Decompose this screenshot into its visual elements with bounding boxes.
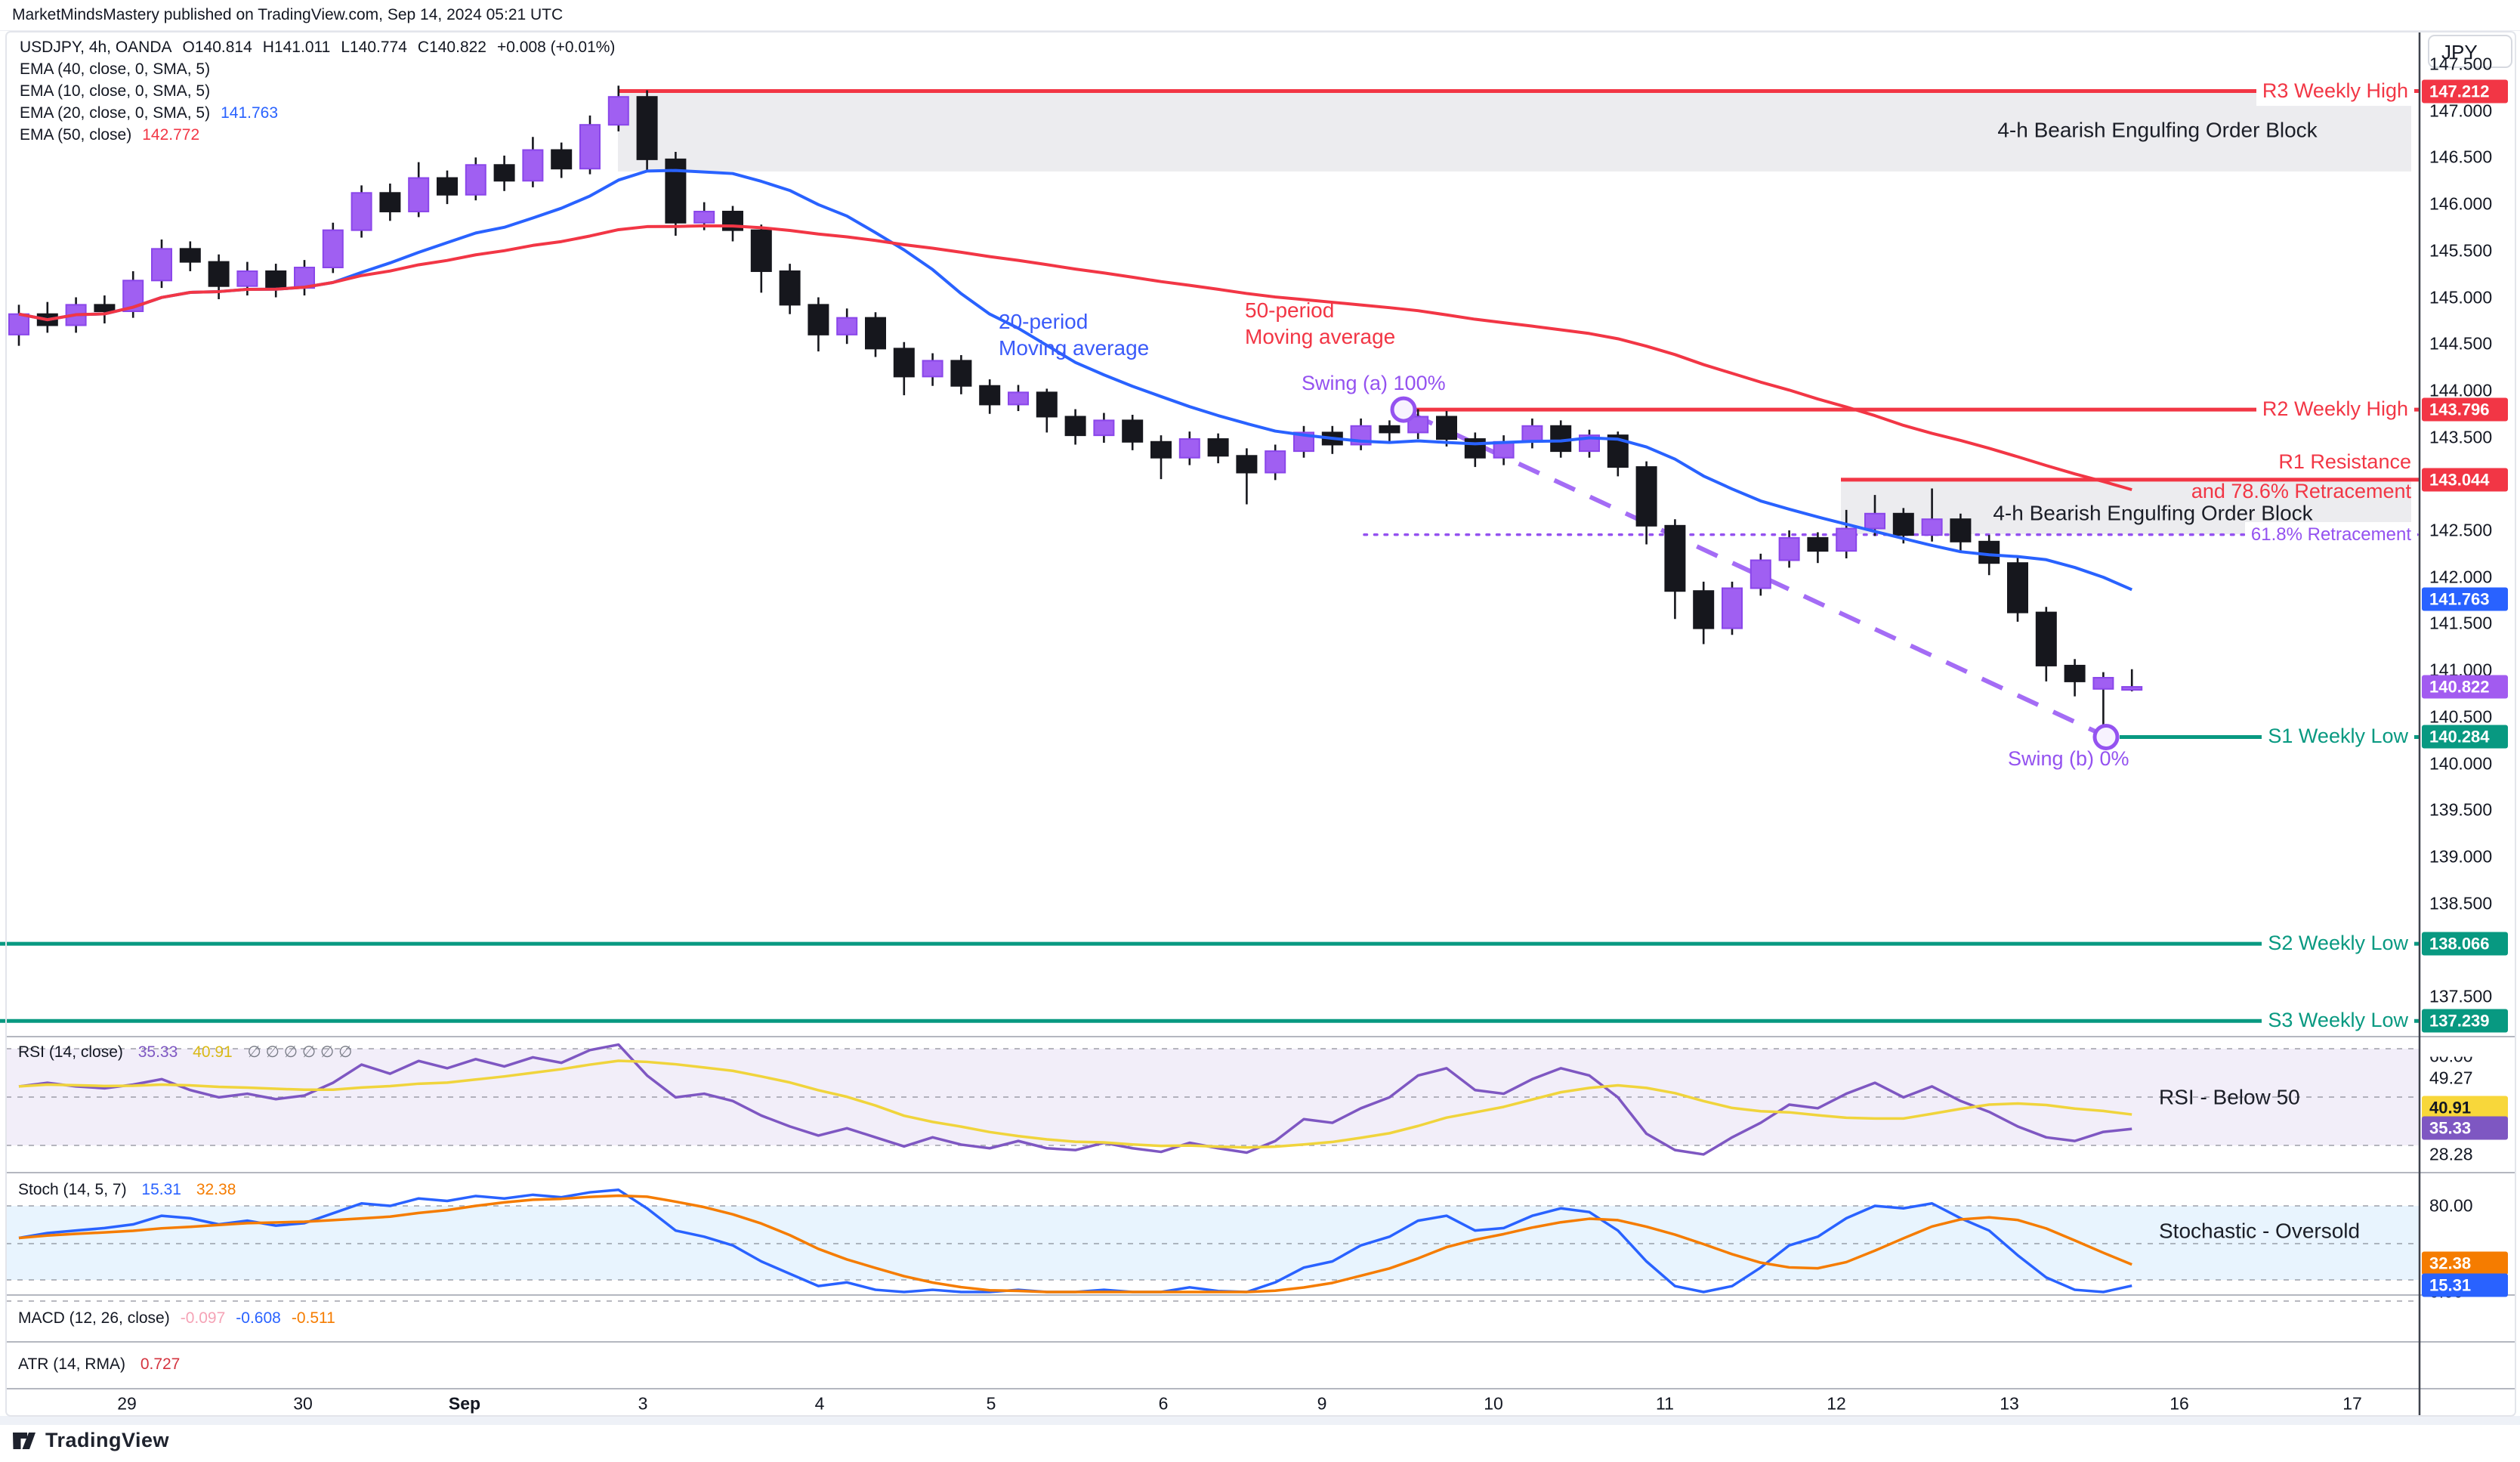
ohlc-low: L140.774 xyxy=(341,39,407,56)
tradingview-logo[interactable]: TradingView xyxy=(11,1426,169,1454)
macd-value: -0.511 xyxy=(291,1309,335,1327)
ema-label: EMA (20, close, 0, SMA, 5) xyxy=(20,104,211,122)
publish-bar: MarketMindsMastery published on TradingV… xyxy=(0,0,2520,31)
stoch-d-line xyxy=(18,1194,2132,1294)
ema-value: 141.763 xyxy=(221,104,279,122)
currency-label: JPY xyxy=(2428,35,2512,68)
ohlc-open: O140.814 xyxy=(182,39,252,56)
price-change: +0.008 (+0.01%) xyxy=(496,39,616,56)
publish-line: MarketMindsMastery published on TradingV… xyxy=(12,6,564,23)
bearish-order-block-1 xyxy=(618,91,2411,172)
rsi-ma-value: 40.91 xyxy=(193,1043,233,1061)
rsi-empty-values: ∅ ∅ ∅ ∅ ∅ ∅ xyxy=(247,1043,353,1061)
stoch-k-value: 15.31 xyxy=(141,1181,181,1198)
macd-values: -0.097 -0.608 -0.511 xyxy=(170,1309,335,1327)
symbol-title: USDJPY, 4h, OANDA xyxy=(20,39,172,56)
tradingview-logo-icon xyxy=(13,1433,36,1449)
rsi-legend-label: RSI (14, close) xyxy=(18,1043,123,1061)
chart-frame xyxy=(5,31,2516,1417)
ohlc-high: H141.011 xyxy=(262,39,331,56)
rsi-ma-line xyxy=(18,1059,2132,1149)
tradingview-logo-text: TradingView xyxy=(45,1428,170,1451)
ohlc-close: C140.822 xyxy=(417,39,486,56)
ema-label: EMA (40, close, 0, SMA, 5) xyxy=(20,60,211,78)
ema-legend-row[interactable]: EMA (40, close, 0, SMA, 5) xyxy=(20,58,615,80)
ema-legend-rows: EMA (40, close, 0, SMA, 5) EMA (10, close… xyxy=(20,58,615,146)
macd-value: -0.608 xyxy=(236,1309,281,1327)
atr-value: 0.727 xyxy=(140,1355,181,1373)
atr-legend-label: ATR (14, RMA) xyxy=(18,1355,125,1373)
swing-b-marker[interactable] xyxy=(2092,723,2120,750)
fib-trendline[interactable] xyxy=(1410,412,2101,736)
stoch-legend[interactable]: Stoch (14, 5, 7) 15.31 32.38 xyxy=(18,1181,236,1199)
macd-legend-label: MACD (12, 26, close) xyxy=(18,1309,170,1327)
rsi-legend[interactable]: RSI (14, close) 35.33 40.91 ∅ ∅ ∅ ∅ ∅ ∅ xyxy=(18,1043,352,1062)
macd-legend[interactable]: MACD (12, 26, close) -0.097 -0.608 -0.511 xyxy=(18,1309,335,1328)
swing-a-marker[interactable] xyxy=(1390,396,1417,423)
stoch-band xyxy=(6,1206,2420,1280)
ema-value: 142.772 xyxy=(142,126,200,144)
time-axis[interactable] xyxy=(6,1389,2420,1416)
ema20-line xyxy=(18,168,2132,592)
rsi-value: 35.33 xyxy=(137,1043,178,1061)
stoch-d-value: 32.38 xyxy=(196,1181,236,1198)
ema-legend-row[interactable]: EMA (10, close, 0, SMA, 5) xyxy=(20,80,615,102)
ema-label: EMA (10, close, 0, SMA, 5) xyxy=(20,82,211,100)
chart-legend: USDJPY, 4h, OANDA O140.814 H141.011 L140.77… xyxy=(20,36,615,146)
ema-label: EMA (50, close) xyxy=(20,126,132,144)
ema-legend-row[interactable]: EMA (20, close, 0, SMA, 5) 141.763 xyxy=(20,102,615,124)
stoch-legend-label: Stoch (14, 5, 7) xyxy=(18,1181,127,1198)
macd-value: -0.097 xyxy=(180,1309,226,1327)
bottom-strip xyxy=(0,1416,2520,1425)
ema-legend-row[interactable]: EMA (50, close) 142.772 xyxy=(20,124,615,146)
price-axis[interactable] xyxy=(2420,30,2520,1416)
atr-legend[interactable]: ATR (14, RMA) 0.727 xyxy=(18,1355,180,1374)
symbol-info-row[interactable]: USDJPY, 4h, OANDA O140.814 H141.011 L140.77… xyxy=(20,36,615,58)
ema50-line xyxy=(18,224,2132,492)
